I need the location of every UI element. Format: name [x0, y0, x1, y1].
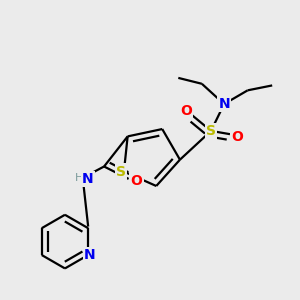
- Text: O: O: [130, 174, 142, 188]
- Text: O: O: [180, 104, 192, 118]
- Text: S: S: [206, 124, 216, 138]
- Text: N: N: [84, 248, 96, 262]
- Text: N: N: [218, 97, 230, 111]
- Text: N: N: [82, 172, 94, 186]
- Text: O: O: [231, 130, 243, 144]
- Text: S: S: [116, 165, 126, 178]
- Text: H: H: [75, 173, 83, 183]
